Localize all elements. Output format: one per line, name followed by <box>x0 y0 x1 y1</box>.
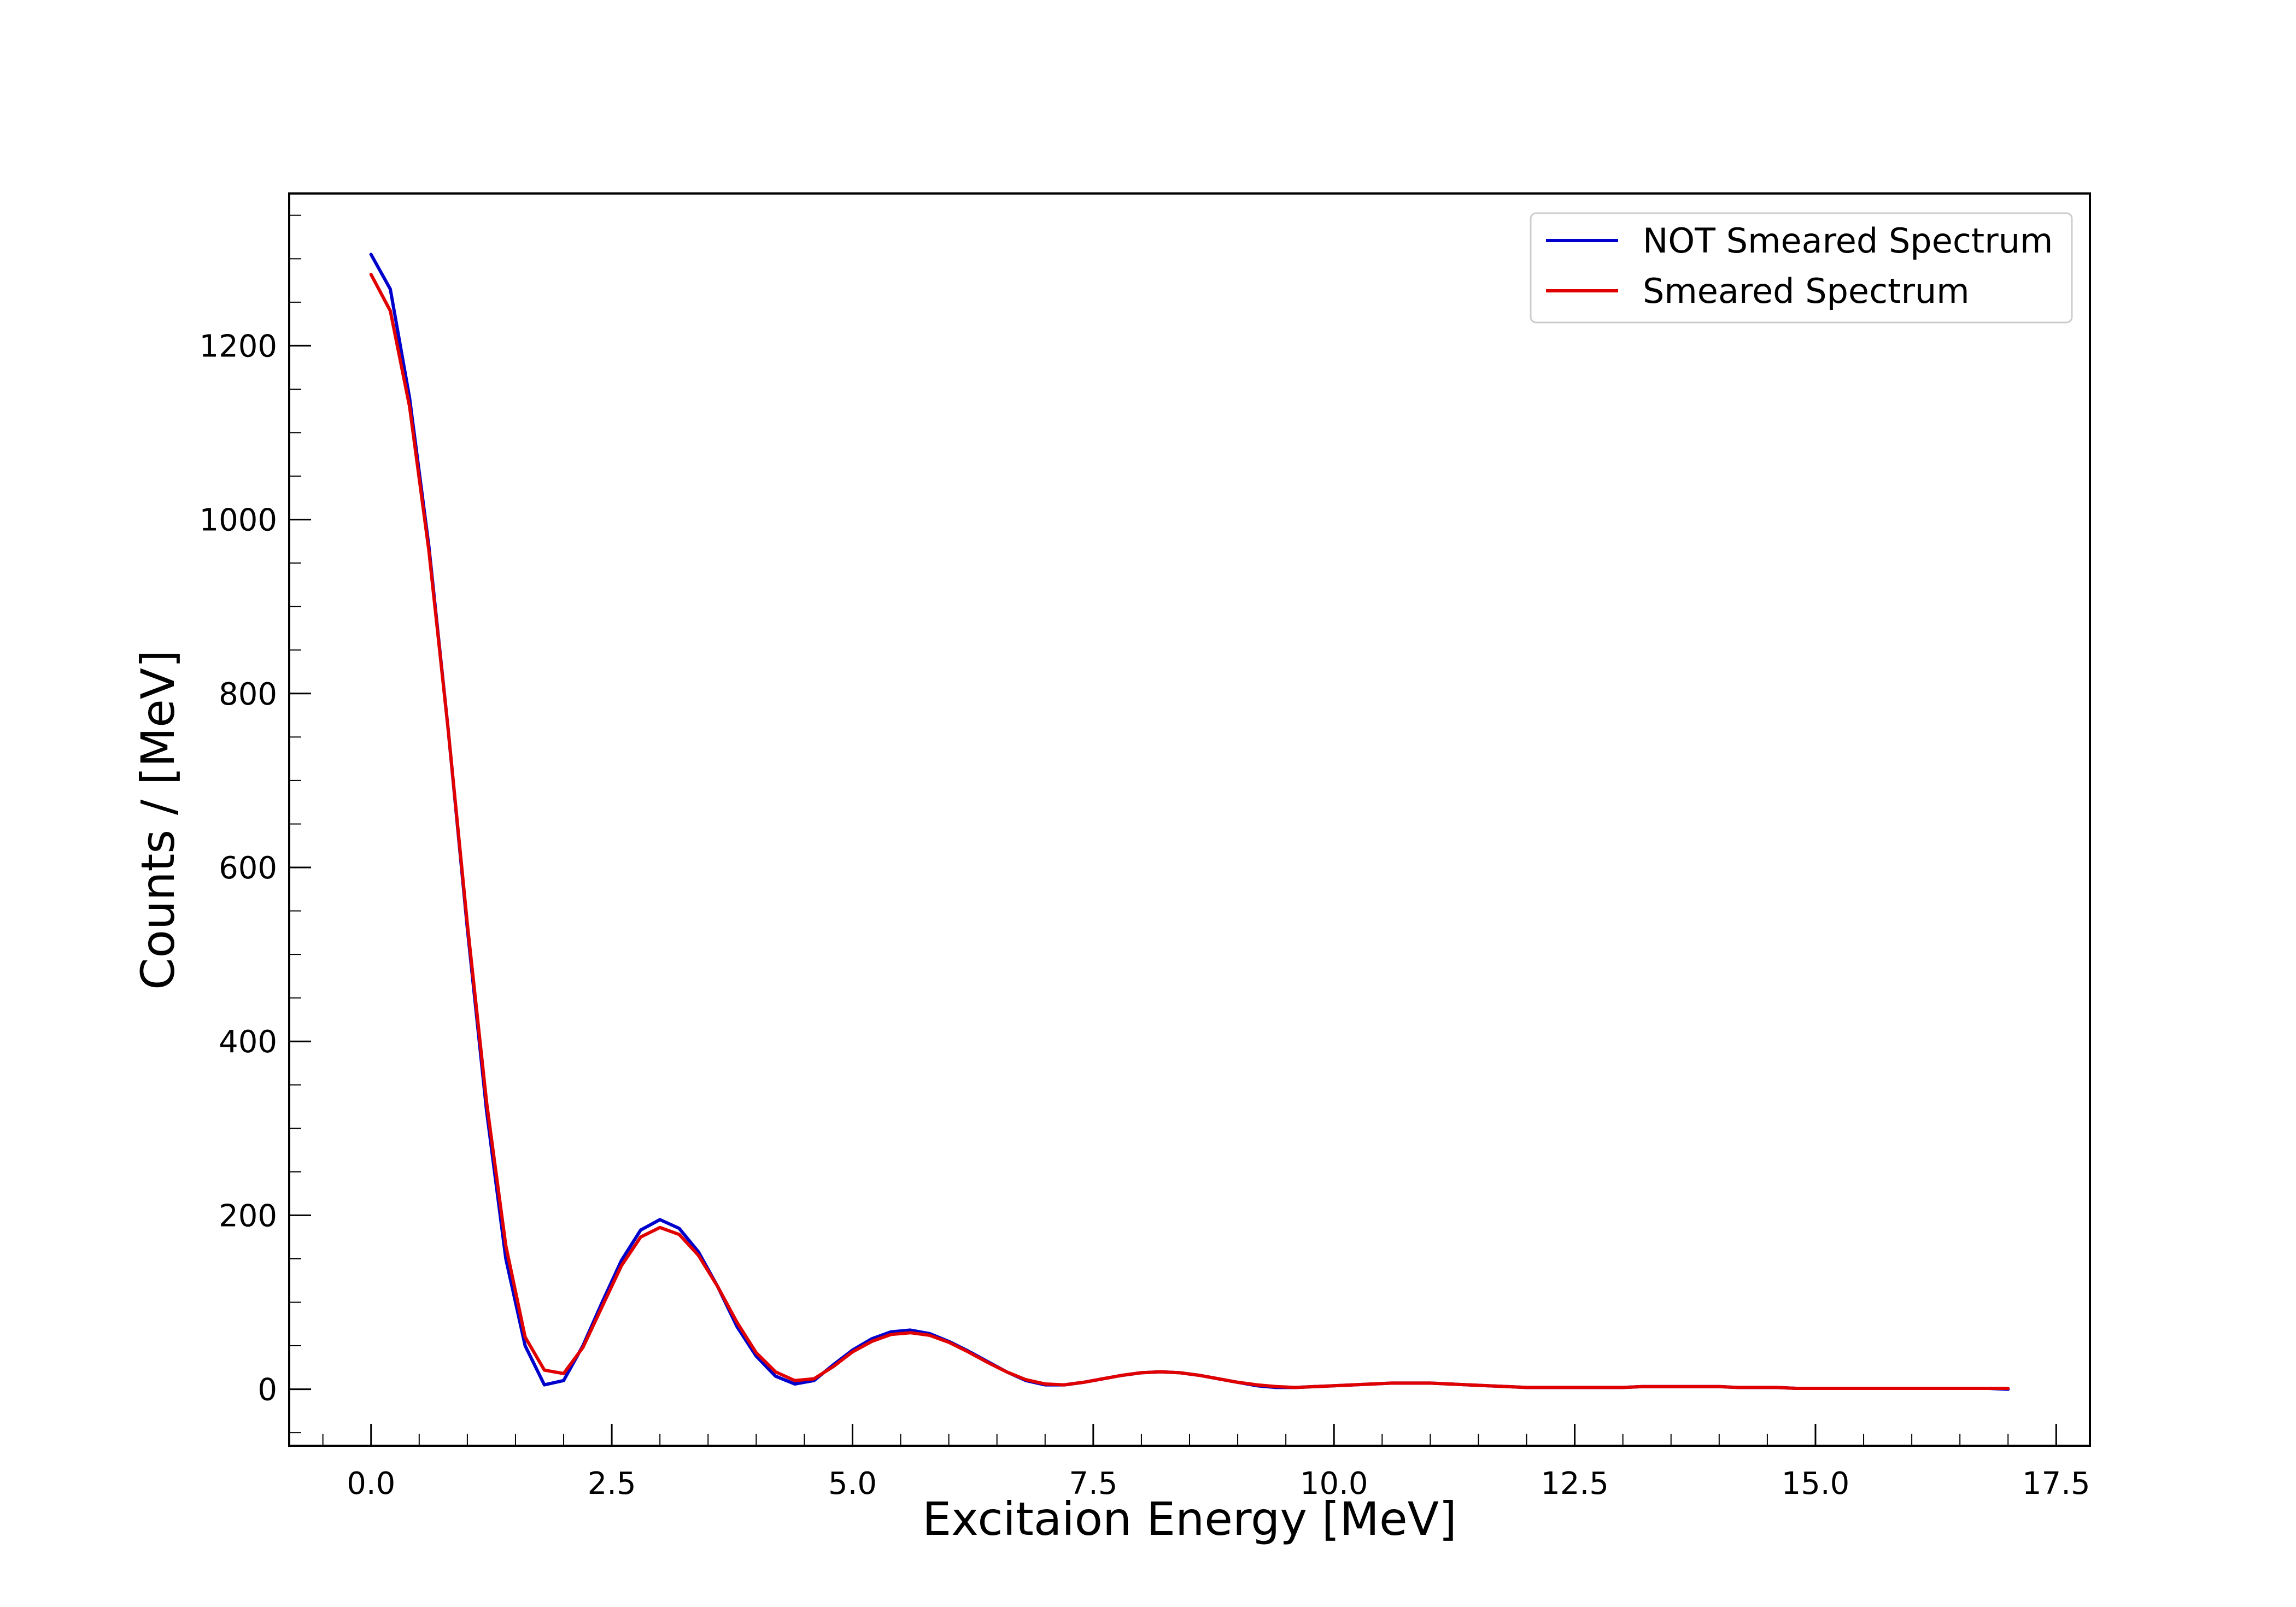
y-tick-label: 1000 <box>199 503 277 538</box>
x-axis-ticks: 0.0 2.5 5.0 7.5 10.0 12.5 15.0 17.5 <box>322 1424 2090 1502</box>
series-layer <box>369 253 2010 1391</box>
x-tick-label: 12.5 <box>1541 1466 1609 1502</box>
y-tick-label: 1200 <box>199 329 277 364</box>
y-tick-label: 800 <box>219 677 277 712</box>
x-tick-label: 17.5 <box>2022 1466 2090 1502</box>
legend-label-smeared: Smeared Spectrum <box>1643 271 1970 311</box>
y-axis-label: Counts / [MeV] <box>131 650 185 990</box>
x-tick-label: 0.0 <box>347 1466 395 1502</box>
x-tick-label: 7.5 <box>1069 1466 1117 1502</box>
series-line-smeared <box>369 273 2010 1390</box>
x-tick-label: 10.0 <box>1300 1466 1368 1502</box>
y-axis-ticks: 0 200 400 600 800 1000 1200 <box>199 214 311 1434</box>
legend: NOT Smeared Spectrum Smeared Spectrum <box>1530 212 2073 324</box>
y-tick-label: 400 <box>219 1024 277 1060</box>
y-tick-label: 600 <box>219 851 277 886</box>
y-tick-label: 200 <box>219 1198 277 1234</box>
legend-box <box>1530 212 2073 324</box>
x-tick-label: 2.5 <box>588 1466 636 1502</box>
y-tick-label: 0 <box>257 1373 277 1408</box>
x-axis-label: Excitaion Energy [MeV] <box>922 1492 1457 1546</box>
x-tick-label: 15.0 <box>1782 1466 1850 1502</box>
legend-label-not-smeared: NOT Smeared Spectrum <box>1643 221 2053 261</box>
x-tick-label: 5.0 <box>828 1466 877 1502</box>
plot-area <box>288 192 2091 1447</box>
